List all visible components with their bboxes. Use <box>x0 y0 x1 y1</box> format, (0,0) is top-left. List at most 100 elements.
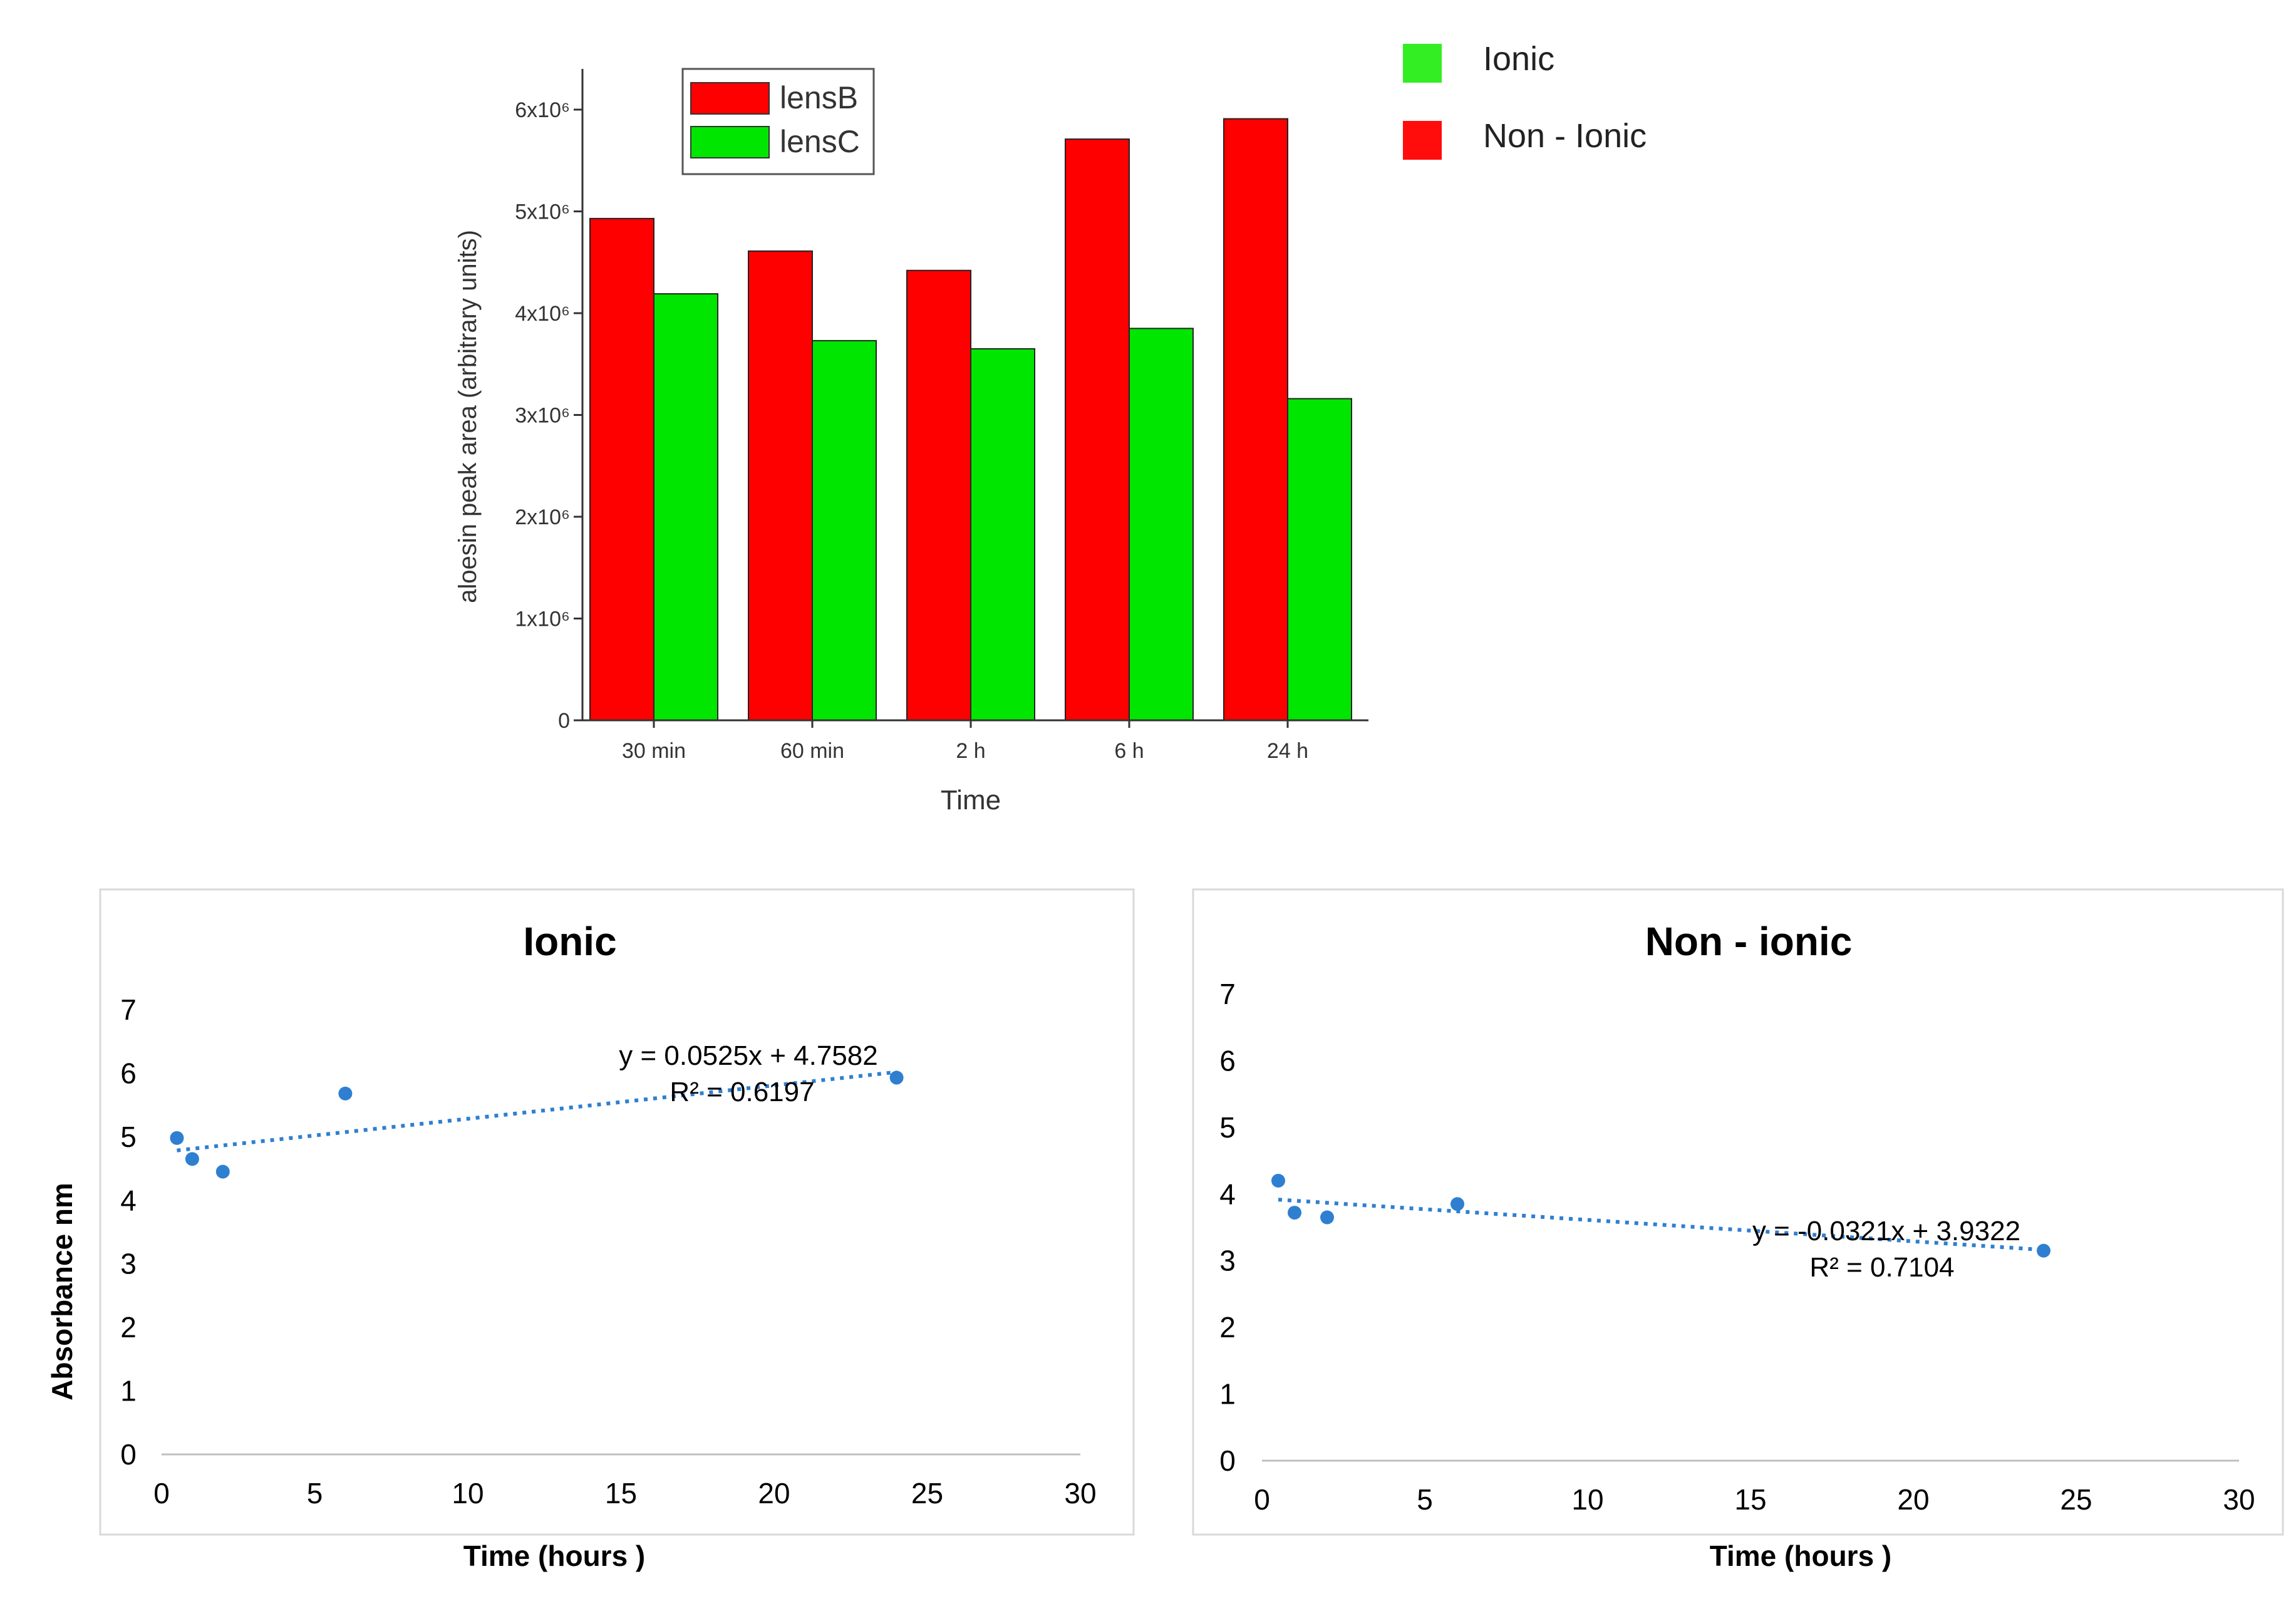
ionic-y-ticks: 0 1 2 3 4 5 6 7 <box>120 993 137 1471</box>
y-tick-label: 7 <box>120 993 137 1026</box>
bar-x-tick-label: 6 h <box>1114 739 1144 763</box>
x-tick-label: 15 <box>605 1477 637 1510</box>
bar-legend-label-lensc: lensC <box>780 124 860 159</box>
bar-x-tick-label: 60 min <box>780 739 844 763</box>
bar-legend-swatch-lensb <box>690 82 770 115</box>
bar-lensb-6-h <box>1065 138 1130 721</box>
non-ionic-y-ticks: 0 1 2 3 4 5 6 7 <box>1219 978 1236 1477</box>
non-ionic-trend-equation: y = -0.0321x + 3.9322 <box>1752 1216 2020 1246</box>
key-legend-swatch-non-ionic <box>1403 121 1442 160</box>
non-ionic-trend-r-squared: R² = 0.7104 <box>1809 1252 1954 1283</box>
bar-legend-label-lensb: lensB <box>780 80 858 115</box>
y-tick-label: 1 <box>120 1375 137 1407</box>
x-tick-label: 25 <box>911 1477 943 1510</box>
bar-lensc-2-h <box>970 348 1035 721</box>
bar-chart: 0 1x10⁶ 2x10⁶ 3x10⁶ 4x10⁶ 5x10⁶ 6x10⁶ 30 min 60… <box>454 68 1368 816</box>
ionic-chart-panel <box>99 888 1135 1536</box>
x-tick-label: 20 <box>758 1477 790 1510</box>
ionic-x-ticks: 0 5 10 15 20 25 30 <box>153 1477 1096 1510</box>
y-tick-label: 7 <box>1219 978 1236 1010</box>
bar-y-axis-label: aloesin peak area (arbitrary units) <box>454 230 482 603</box>
y-tick-label: 6 <box>1219 1044 1236 1077</box>
bar-lensc-6-h <box>1129 328 1194 721</box>
bar-lensb-2-h <box>906 269 971 721</box>
data-point <box>1320 1210 1334 1225</box>
ionic-y-axis-label: Absorbance nm <box>46 1183 78 1401</box>
bar-y-tick-label: 0 <box>558 709 570 733</box>
x-tick-label: 10 <box>1571 1483 1603 1516</box>
y-tick-label: 0 <box>120 1438 137 1471</box>
data-point <box>215 1164 230 1179</box>
key-legend-swatch-ionic <box>1403 44 1442 83</box>
data-point <box>170 1131 184 1145</box>
bar-x-ticks: 30 min 60 min 2 h 6 h 24 h <box>622 720 1308 763</box>
x-tick-label: 30 <box>1064 1477 1096 1510</box>
non-ionic-chart-title: Non - ionic <box>1645 919 1853 964</box>
y-tick-label: 0 <box>1219 1444 1236 1477</box>
bar-x-tick-label: 30 min <box>622 739 686 763</box>
ionic-trendline <box>177 1070 897 1152</box>
bar-lensc-60-min <box>812 339 877 721</box>
x-tick-label: 20 <box>1897 1483 1929 1516</box>
bar-legend-swatch-lensc <box>690 126 770 158</box>
bar-y-ticks: 0 1x10⁶ 2x10⁶ 3x10⁶ 4x10⁶ 5x10⁶ 6x10⁶ <box>515 98 582 733</box>
y-tick-label: 2 <box>120 1311 137 1344</box>
bar-y-tick-label: 2x10⁶ <box>515 505 570 529</box>
bar-x-tick-label: 24 h <box>1267 739 1308 763</box>
y-tick-label: 3 <box>1219 1245 1236 1277</box>
bar-lensc-24-h <box>1287 398 1352 721</box>
ionic-trend-r-squared: R² = 0.6197 <box>670 1077 814 1107</box>
non-ionic-x-axis-label: Time (hours ) <box>1710 1540 1892 1572</box>
x-tick-label: 15 <box>1734 1483 1766 1516</box>
y-tick-label: 1 <box>1219 1378 1236 1411</box>
x-tick-label: 30 <box>2223 1483 2255 1516</box>
bar-lensc-30-min <box>653 293 718 721</box>
x-tick-label: 10 <box>452 1477 484 1510</box>
x-tick-label: 5 <box>1417 1483 1433 1516</box>
bar-legend: lensB lensC <box>681 68 875 175</box>
y-tick-label: 6 <box>120 1057 137 1089</box>
y-tick-label: 4 <box>1219 1178 1236 1210</box>
bar-lensb-30-min <box>589 217 654 721</box>
y-tick-label: 5 <box>120 1121 137 1153</box>
bar-y-tick-label: 3x10⁶ <box>515 404 570 428</box>
ionic-points <box>170 1070 904 1179</box>
bar-lensb-60-min <box>748 250 813 721</box>
x-tick-label: 25 <box>2060 1483 2092 1516</box>
key-legend: Ionic Non - Ionic <box>1403 40 1647 160</box>
bar-y-tick-label: 4x10⁶ <box>515 302 570 326</box>
data-point <box>1451 1197 1464 1211</box>
bar-marks <box>589 118 1352 721</box>
x-tick-label: 0 <box>1254 1483 1270 1516</box>
non-ionic-scatter-chart: Non - ionic 0 5 10 15 20 25 30 0 1 2 3 4 5 6 7 y = -0… <box>1192 888 2284 1572</box>
x-tick-label: 5 <box>307 1477 323 1510</box>
bar-x-axis-label: Time <box>941 785 1001 816</box>
ionic-trend-equation: y = 0.0525x + 4.7582 <box>619 1040 877 1071</box>
key-legend-label-non-ionic: Non - Ionic <box>1483 117 1647 155</box>
y-tick-label: 4 <box>120 1184 137 1216</box>
bar-y-tick-label: 1x10⁶ <box>515 608 570 631</box>
non-ionic-x-ticks: 0 5 10 15 20 25 30 <box>1254 1483 2255 1516</box>
key-legend-label-ionic: Ionic <box>1483 40 1554 78</box>
non-ionic-points <box>1271 1174 2050 1258</box>
x-tick-label: 0 <box>153 1477 170 1510</box>
data-point <box>1271 1174 1285 1188</box>
data-point <box>2037 1243 2050 1258</box>
data-point <box>1288 1206 1301 1220</box>
bar-lensb-24-h <box>1223 118 1288 721</box>
data-point <box>338 1086 353 1101</box>
ionic-scatter-chart: Ionic 0 5 10 15 20 25 30 0 1 2 3 4 5 6 7 y = 0.0525x … <box>46 888 1135 1572</box>
data-point <box>185 1152 199 1166</box>
non-ionic-trendline <box>1278 1198 2044 1252</box>
y-tick-label: 2 <box>1219 1311 1236 1344</box>
bar-y-tick-label: 5x10⁶ <box>515 200 570 224</box>
bar-x-tick-label: 2 h <box>956 739 985 763</box>
ionic-x-axis-label: Time (hours ) <box>463 1540 646 1572</box>
bar-y-tick-label: 6x10⁶ <box>515 98 570 122</box>
y-tick-label: 5 <box>1219 1111 1236 1144</box>
non-ionic-chart-panel <box>1192 888 2284 1536</box>
y-tick-label: 3 <box>120 1248 137 1280</box>
data-point <box>889 1070 904 1085</box>
ionic-chart-title: Ionic <box>523 919 616 964</box>
